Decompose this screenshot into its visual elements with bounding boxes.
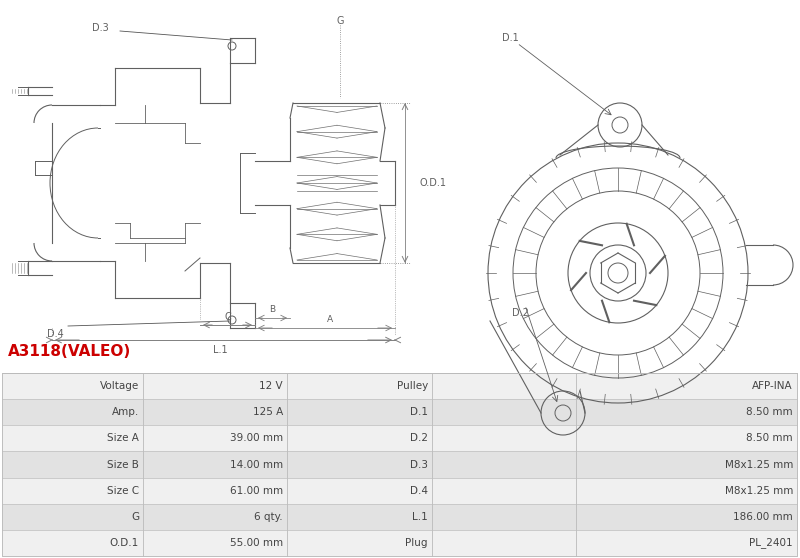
Bar (432, 530, 576, 556)
Text: D.4: D.4 (410, 485, 428, 496)
Bar (432, 399, 576, 425)
Text: 6 qty.: 6 qty. (254, 512, 283, 522)
Text: Plug: Plug (406, 538, 428, 548)
Bar (2, 504, 143, 530)
Bar (287, 478, 432, 504)
Text: 55.00 mm: 55.00 mm (230, 538, 283, 548)
Bar (143, 504, 287, 530)
Text: O.D.1: O.D.1 (110, 538, 139, 548)
Bar (143, 373, 287, 399)
Bar (287, 530, 432, 556)
Text: D.2: D.2 (410, 434, 428, 444)
Text: Voltage: Voltage (100, 381, 139, 391)
Text: D.4: D.4 (46, 329, 63, 339)
Text: D.1: D.1 (502, 33, 518, 43)
Bar (2, 373, 797, 556)
Text: D.1: D.1 (410, 407, 428, 417)
Bar (2, 399, 143, 425)
Text: Size B: Size B (107, 459, 139, 469)
Bar (287, 504, 432, 530)
Text: 8.50 mm: 8.50 mm (746, 407, 793, 417)
Bar (432, 425, 576, 451)
Bar (432, 373, 576, 399)
Bar (287, 425, 432, 451)
Bar (576, 530, 797, 556)
Bar (287, 373, 432, 399)
Text: Size C: Size C (107, 485, 139, 496)
Bar (576, 399, 797, 425)
Text: Pulley: Pulley (397, 381, 428, 391)
Bar (143, 451, 287, 478)
Text: Amp.: Amp. (112, 407, 139, 417)
Text: 12 V: 12 V (259, 381, 283, 391)
Bar (143, 399, 287, 425)
Text: 61.00 mm: 61.00 mm (230, 485, 283, 496)
Bar (576, 504, 797, 530)
Text: 186.00 mm: 186.00 mm (734, 512, 793, 522)
Text: Size A: Size A (107, 434, 139, 444)
Text: M8x1.25 mm: M8x1.25 mm (725, 459, 793, 469)
Bar (2, 478, 143, 504)
Text: 8.50 mm: 8.50 mm (746, 434, 793, 444)
Text: D.3: D.3 (410, 459, 428, 469)
Bar (143, 478, 287, 504)
Bar (576, 451, 797, 478)
Text: C: C (225, 312, 231, 322)
Bar (576, 478, 797, 504)
Bar (2, 530, 143, 556)
Text: G: G (336, 16, 344, 26)
Bar (2, 425, 143, 451)
Text: G: G (131, 512, 139, 522)
Bar (2, 451, 143, 478)
Bar (432, 478, 576, 504)
Bar (287, 399, 432, 425)
Text: O.D.1: O.D.1 (420, 178, 447, 188)
Text: L.1: L.1 (412, 512, 428, 522)
Text: AFP-INA: AFP-INA (752, 381, 793, 391)
Text: L.1: L.1 (213, 345, 227, 355)
Text: D.3: D.3 (92, 23, 108, 33)
Bar (143, 530, 287, 556)
Text: B: B (269, 305, 275, 315)
Text: 39.00 mm: 39.00 mm (230, 434, 283, 444)
Bar (576, 425, 797, 451)
Text: 14.00 mm: 14.00 mm (230, 459, 283, 469)
Bar (432, 451, 576, 478)
Text: PL_2401: PL_2401 (750, 537, 793, 549)
Bar (287, 451, 432, 478)
Text: M8x1.25 mm: M8x1.25 mm (725, 485, 793, 496)
Text: D.2: D.2 (511, 308, 529, 318)
Bar (432, 504, 576, 530)
Text: A3118(VALEO): A3118(VALEO) (8, 344, 131, 359)
Text: A: A (327, 315, 333, 325)
Bar (143, 425, 287, 451)
Bar (2, 373, 143, 399)
Bar (576, 373, 797, 399)
Text: 125 A: 125 A (253, 407, 283, 417)
